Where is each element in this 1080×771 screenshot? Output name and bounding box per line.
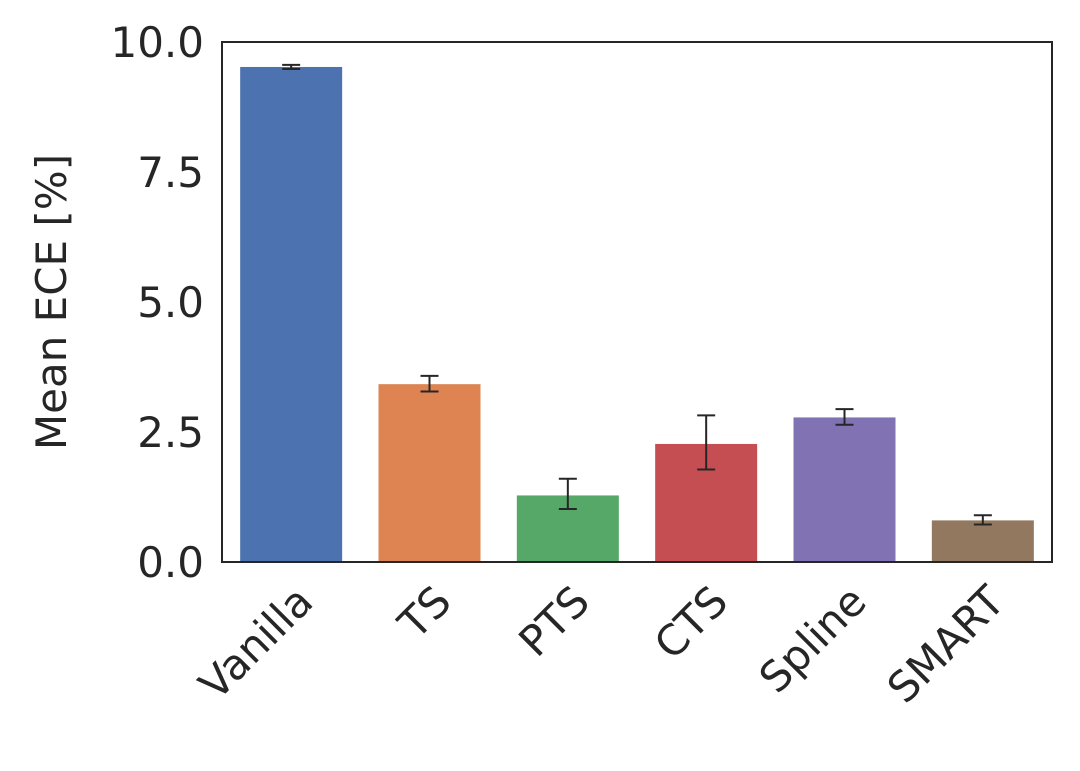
bar-spline <box>793 417 896 562</box>
error-bars-layer <box>282 63 992 526</box>
y-tick-label: 0.0 <box>137 538 204 587</box>
error-bar-cts <box>697 414 716 471</box>
bar-smart <box>931 520 1034 562</box>
y-tick-labels: 0.0 2.5 5.0 7.5 10.0 <box>110 18 204 587</box>
x-tick-label-smart: SMART <box>878 576 1014 712</box>
error-bar-vanilla <box>282 63 301 71</box>
plot-frame <box>221 41 1053 563</box>
error-bar-ts <box>420 374 439 393</box>
bar-ts <box>378 384 481 562</box>
error-bar-spline <box>835 408 854 426</box>
error-bar-smart <box>973 514 992 526</box>
x-tick-label-vanilla: Vanilla <box>190 576 323 709</box>
x-tick-label-spline: Spline <box>750 576 876 702</box>
x-tick-label-ts: TS <box>388 576 460 648</box>
y-tick-label: 10.0 <box>110 18 204 67</box>
bar-vanilla <box>240 66 343 563</box>
y-axis-label: Mean ECE [%] <box>27 154 76 450</box>
x-tick-label-pts: PTS <box>509 576 599 666</box>
x-tick-label-cts: CTS <box>645 576 737 668</box>
y-tick-label: 5.0 <box>137 278 204 327</box>
error-bar-pts <box>558 477 577 510</box>
y-tick-label: 2.5 <box>137 408 204 457</box>
y-tick-label: 7.5 <box>137 148 204 197</box>
bars-layer <box>240 66 1034 563</box>
x-tick-labels: Vanilla TS PTS CTS Spline SMART <box>190 576 1015 712</box>
